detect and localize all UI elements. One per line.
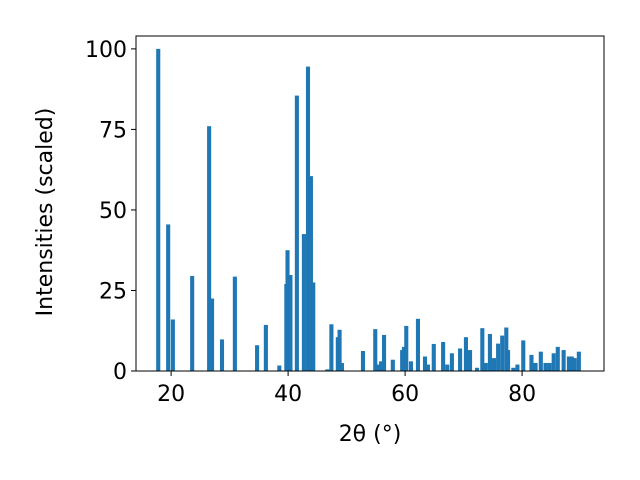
bar [561, 350, 566, 371]
bar [458, 348, 463, 371]
bar [360, 351, 366, 371]
bar [339, 362, 344, 371]
bar [511, 367, 516, 371]
bar [401, 346, 406, 371]
bar [337, 329, 342, 371]
bar [376, 364, 381, 371]
bar [390, 359, 395, 371]
bar [219, 339, 225, 371]
bar [207, 126, 212, 371]
bar [263, 324, 268, 371]
bar [483, 362, 488, 371]
bar [301, 234, 306, 371]
bar [449, 353, 454, 371]
bar [288, 275, 293, 371]
bar [422, 356, 428, 371]
x-tick-label: 40 [274, 382, 302, 407]
x-tick-label: 60 [391, 382, 419, 407]
bar [381, 334, 387, 371]
x-tick-label: 20 [157, 382, 185, 407]
bar [305, 66, 311, 372]
x-axis-label: 2θ (°) [339, 422, 402, 447]
bar [373, 329, 378, 371]
bar [311, 282, 316, 371]
bar [543, 362, 548, 371]
bar [529, 354, 534, 371]
bar [308, 176, 313, 371]
bar [538, 351, 543, 371]
bar [496, 343, 501, 371]
bar [551, 353, 556, 371]
bar [255, 345, 260, 371]
bar [566, 356, 571, 371]
bar [329, 324, 334, 371]
bar [463, 337, 468, 371]
bar [506, 350, 511, 371]
bar [475, 367, 480, 371]
bar [408, 361, 413, 371]
bar [190, 275, 195, 371]
bar [533, 362, 538, 371]
bar [210, 298, 215, 371]
bar [572, 358, 577, 371]
bar [504, 327, 509, 371]
bar [431, 343, 436, 371]
bar [555, 346, 560, 371]
bar [156, 48, 161, 372]
bar [415, 318, 421, 371]
bar [170, 319, 175, 371]
bar [379, 361, 384, 371]
bar [491, 358, 497, 371]
y-tick-label: 75 [99, 118, 127, 143]
bar [569, 356, 574, 371]
y-tick-label: 0 [113, 360, 127, 385]
bar [404, 325, 409, 371]
bar [515, 364, 520, 371]
bar [277, 365, 282, 371]
bar [487, 333, 492, 371]
bar [547, 362, 552, 371]
bar [576, 351, 581, 371]
bar [166, 224, 171, 371]
x-tick-label: 80 [508, 382, 536, 407]
bar [467, 350, 473, 371]
y-axis-label: Intensities (scaled) [33, 108, 58, 317]
bar [445, 364, 450, 371]
bar [521, 340, 526, 371]
bar [285, 250, 290, 371]
y-tick-label: 50 [99, 199, 127, 224]
plot-frame [135, 35, 605, 372]
bar [425, 364, 430, 371]
bar [294, 95, 299, 372]
bar [232, 276, 237, 371]
bar [441, 342, 446, 371]
bar [480, 328, 485, 371]
y-tick-label: 25 [99, 279, 127, 304]
y-tick-label: 100 [85, 38, 127, 63]
bar [325, 369, 330, 371]
bar [500, 335, 505, 371]
